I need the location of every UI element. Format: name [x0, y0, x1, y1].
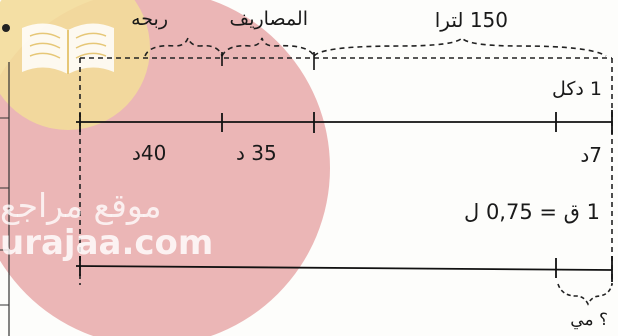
dashed-frame — [79, 57, 613, 285]
label-expenses: المصاريف — [229, 8, 308, 30]
top-braces — [144, 35, 607, 57]
label-question: ؟ مي — [570, 310, 608, 330]
watermark-book-logo — [0, 0, 150, 130]
watermark-text-latin: urajaa.com — [0, 223, 214, 263]
first-bar-ticks — [79, 110, 613, 134]
label-value-expenses: 35 د — [236, 141, 277, 165]
bottom-brace — [557, 283, 613, 306]
label-equation: 1 ق = 0,75 ل — [464, 200, 600, 224]
label-profit: ربحه — [131, 8, 168, 30]
second-bar-line — [75, 265, 613, 271]
second-bar-ticks — [79, 256, 613, 282]
label-total: 150 لترا — [434, 8, 508, 32]
label-value-profit: 40د — [132, 141, 167, 165]
label-value-total: 7د — [580, 143, 602, 167]
watermark-text-arabic: موقع مراجع — [0, 186, 162, 225]
label-unit: 1 دكل — [551, 78, 602, 100]
